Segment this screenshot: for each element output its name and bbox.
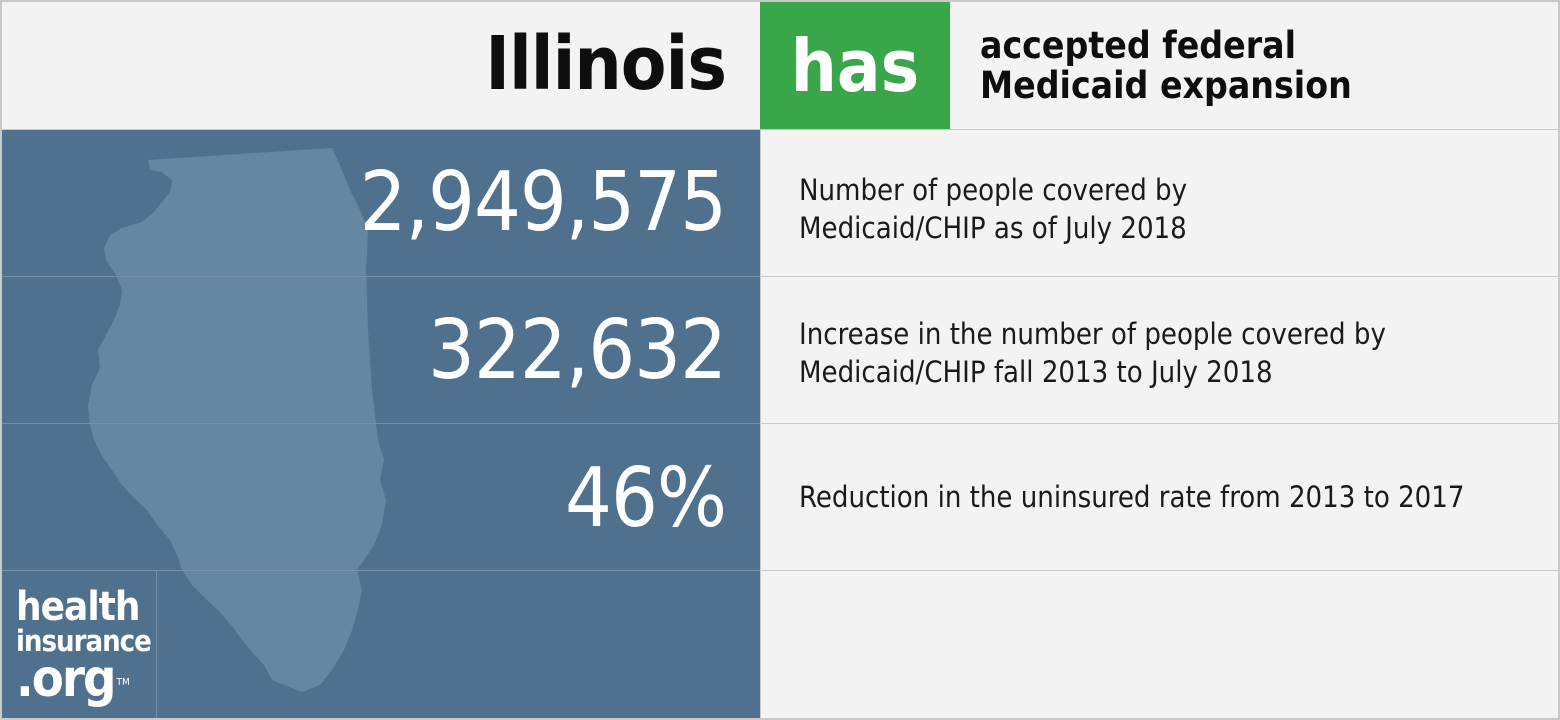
header: Illinois has accepted federal Medicaid e… [2, 2, 1558, 130]
row-divider [761, 276, 1558, 277]
logo-line-health: health [16, 584, 140, 630]
stat-desc-uninsured-reduction: Reduction in the uninsured rate from 201… [799, 478, 1539, 516]
logo-org-text: .org [16, 649, 116, 709]
stat-desc-line: Reduction in the uninsured rate from 201… [799, 480, 1465, 514]
trademark-mark: TM [116, 677, 130, 688]
healthinsurance-org-logo: health insurance .org TM [16, 584, 152, 705]
stat-value-uninsured-reduction: 46% [565, 451, 727, 546]
stat-value-enrollment: 2,949,575 [359, 155, 727, 250]
status-text-line2: Medicaid expansion [980, 64, 1352, 107]
illinois-map-icon [88, 148, 386, 692]
stat-desc-line: Number of people covered by [799, 173, 1188, 207]
status-text-line1: accepted federal [980, 24, 1296, 67]
stats-description-panel: Number of people covered by Medicaid/CHI… [760, 130, 1558, 718]
logo-divider [156, 570, 157, 718]
row-divider [761, 570, 1558, 571]
stat-value-increase: 322,632 [428, 303, 727, 398]
logo-line-insurance: insurance [16, 624, 152, 658]
expansion-status-badge: has [760, 2, 950, 129]
stat-desc-enrollment: Number of people covered by Medicaid/CHI… [799, 171, 1539, 247]
stat-desc-line: Increase in the number of people covered… [799, 317, 1386, 351]
state-name: Illinois [485, 21, 727, 107]
stat-desc-line: Medicaid/CHIP fall 2013 to July 2018 [799, 355, 1273, 389]
row-divider [2, 276, 760, 277]
expansion-status-label: has [790, 23, 920, 108]
logo-line-org: .org TM [16, 653, 151, 705]
expansion-status-text: accepted federal Medicaid expansion [980, 26, 1540, 106]
stats-value-panel: 2,949,575 322,632 46% health insurance .… [2, 130, 760, 718]
stat-desc-increase: Increase in the number of people covered… [799, 315, 1539, 391]
row-divider [761, 423, 1558, 424]
stat-desc-line: Medicaid/CHIP as of July 2018 [799, 211, 1187, 245]
row-divider [2, 570, 760, 571]
row-divider [2, 423, 760, 424]
